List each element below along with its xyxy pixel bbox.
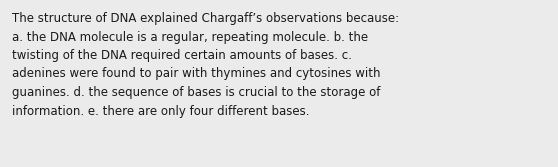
Text: The structure of DNA explained Chargaff’s observations because:
a. the DNA molec: The structure of DNA explained Chargaff’… xyxy=(12,12,399,118)
